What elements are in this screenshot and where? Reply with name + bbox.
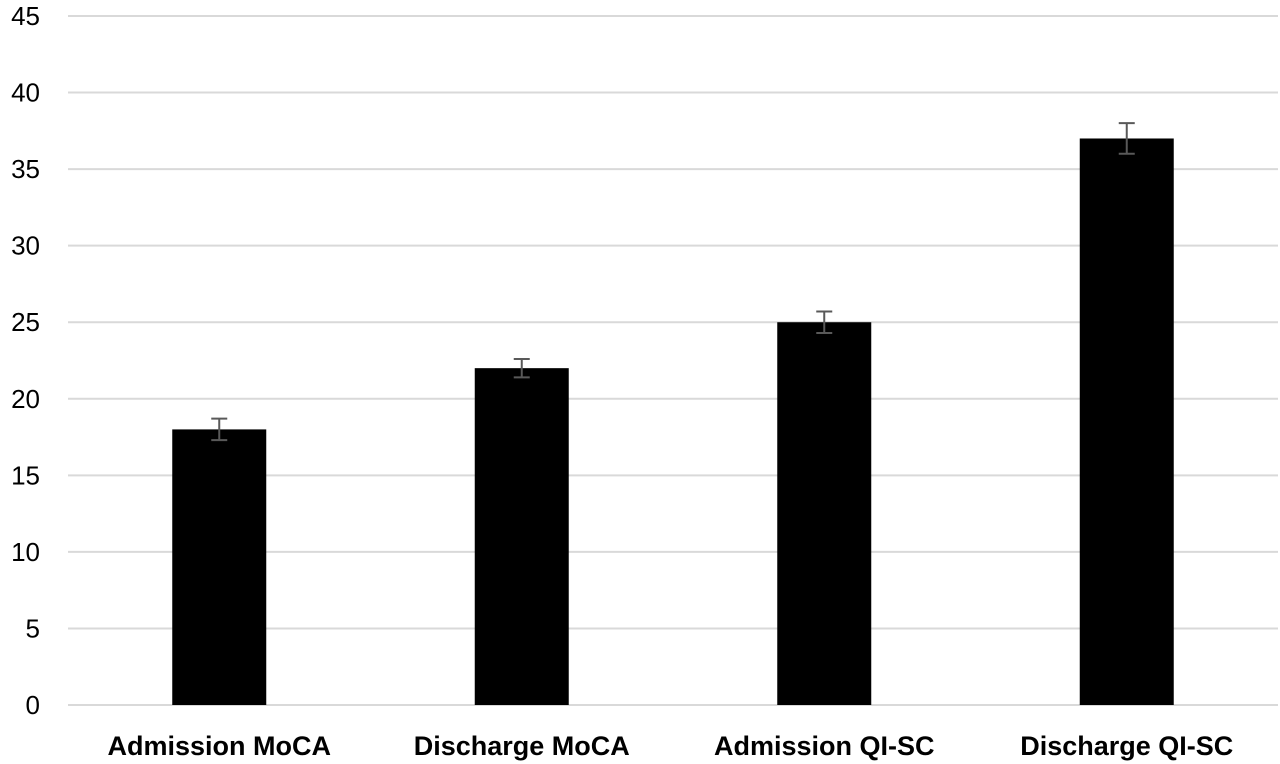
category-label: Discharge MoCA — [414, 731, 630, 761]
category-label: Admission MoCA — [107, 731, 331, 761]
y-tick-label: 30 — [11, 231, 40, 261]
error-bar — [211, 417, 228, 442]
bar — [474, 368, 569, 705]
bar — [777, 322, 872, 705]
y-tick-label: 0 — [26, 690, 40, 720]
error-bars — [211, 122, 1135, 442]
error-bar — [1118, 122, 1135, 155]
y-tick-label: 40 — [11, 78, 40, 108]
category-label: Discharge QI-SC — [1020, 731, 1233, 761]
x-axis-category-labels: Admission MoCA Discharge MoCA Admission QI… — [107, 731, 1233, 761]
bars — [172, 138, 1174, 705]
y-axis-tick-labels: 0 5 10 15 20 25 30 35 40 45 — [11, 1, 40, 720]
y-tick-label: 20 — [11, 384, 40, 414]
error-bar — [816, 310, 833, 334]
y-tick-label: 10 — [11, 537, 40, 567]
y-tick-label: 5 — [26, 613, 40, 643]
gridlines — [68, 15, 1278, 706]
y-tick-label: 25 — [11, 307, 40, 337]
bar — [172, 429, 267, 705]
y-tick-label: 35 — [11, 154, 40, 184]
category-label: Admission QI-SC — [714, 731, 935, 761]
bar — [1079, 138, 1174, 705]
error-bar — [513, 357, 530, 379]
y-tick-label: 45 — [11, 1, 40, 31]
y-tick-label: 15 — [11, 460, 40, 490]
